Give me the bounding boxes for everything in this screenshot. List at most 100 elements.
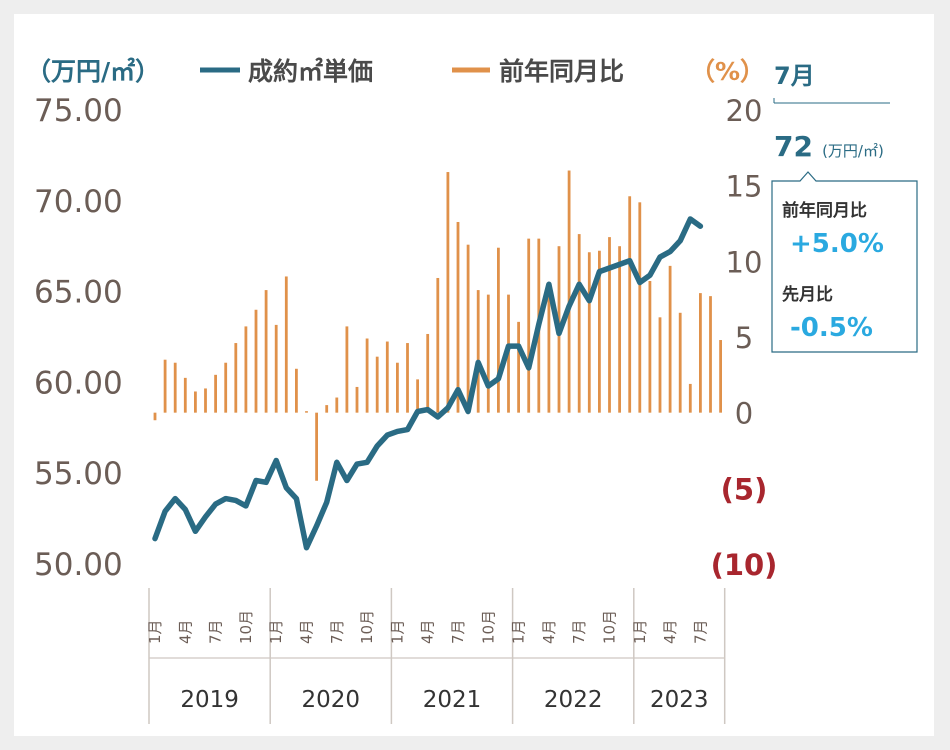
left-axis-label: （万円/㎡） [26, 57, 160, 86]
yoy-bar [587, 252, 591, 413]
month-tick-label: 4月 [540, 619, 558, 644]
left-axis-ticks: 75.00 70.00 65.00 60.00 55.00 50.00 [34, 93, 123, 583]
month-tick-label: 7月 [691, 619, 709, 644]
yoy-bar [517, 321, 520, 413]
yoy-bar [658, 317, 662, 413]
right-axis-ticks: 20 15 10 5 0 (5) (10) [711, 94, 778, 582]
yoy-bar [224, 362, 228, 413]
yoy-bar [668, 265, 672, 413]
yoy-bar [456, 221, 460, 413]
right-tick-label: 20 [726, 94, 763, 128]
price-line-group [152, 216, 704, 551]
month-tick-label: 1月 [146, 619, 164, 644]
yoy-bar [244, 326, 248, 413]
yoy-bar [385, 341, 389, 413]
left-tick-label: 65.00 [34, 275, 123, 311]
yoy-bar [618, 246, 621, 413]
yoy-bar [194, 391, 197, 413]
month-tick-label: 7月 [570, 619, 588, 644]
year-label: 2020 [302, 687, 361, 713]
yoy-bar [699, 293, 702, 413]
yoy-bar [335, 397, 339, 413]
right-tick-label: 15 [726, 170, 763, 204]
callout-mom-value: -0.5% [790, 313, 873, 343]
callout-month: 7月 [774, 62, 815, 90]
left-tick-label: 75.00 [34, 93, 123, 129]
month-tick-label: 4月 [298, 619, 316, 644]
callout-box [771, 171, 918, 353]
callout-mom-label: 先月比 [782, 284, 833, 305]
yoy-bar [416, 379, 419, 413]
yoy-bar [466, 244, 470, 413]
yoy-bar [305, 411, 308, 413]
yoy-bar [254, 309, 258, 413]
yoy-bar [406, 343, 409, 413]
yoy-bar [365, 338, 369, 413]
month-tick-label: 7月 [328, 619, 346, 644]
left-tick-label: 55.00 [34, 456, 123, 492]
yoy-bar [295, 368, 298, 413]
yoy-bar [375, 356, 379, 413]
month-tick-label: 10月 [358, 610, 376, 644]
chart-card: （万円/㎡） 成約㎡単価 前年同月比 （%） 75.00 70.00 65.00 60… [14, 14, 934, 736]
year-label: 2022 [544, 687, 603, 713]
yoy-bar [264, 290, 268, 413]
right-axis-label: （%） [690, 57, 765, 86]
month-tick-label: 1月 [267, 619, 285, 644]
month-tick-label: 10月 [237, 610, 255, 644]
yoy-bar [678, 312, 682, 413]
yoy-bar [608, 237, 611, 413]
yoy-bar [719, 340, 722, 413]
yoy-bar [274, 324, 278, 413]
legend-bar-label: 前年同月比 [499, 57, 624, 86]
yoy-bar [648, 281, 652, 413]
left-tick-label: 70.00 [34, 184, 123, 220]
yoy-bar [284, 276, 288, 413]
year-label: 2019 [180, 687, 239, 713]
month-tick-label: 1月 [388, 619, 406, 644]
yoy-bar [325, 405, 329, 413]
left-tick-label: 60.00 [34, 365, 123, 401]
yoy-bar [163, 359, 167, 413]
yoy-bar [315, 412, 318, 481]
month-tick-label: 7月 [207, 619, 225, 644]
callout-price-line: 72 (万円/㎡) [774, 130, 884, 163]
year-label: 2023 [650, 687, 709, 713]
yoy-bar [183, 377, 187, 413]
yoy-bar [204, 388, 207, 413]
year-label: 2021 [423, 687, 482, 713]
callout-yoy-label: 前年同月比 [782, 200, 867, 221]
callout-yoy-value: +5.0% [790, 229, 884, 259]
callout-price-unit: (万円/㎡) [822, 142, 884, 160]
yoy-bar [446, 172, 450, 413]
callout-price: 72 [774, 130, 813, 163]
yoy-bar [214, 374, 217, 413]
callout: 7月 72 (万円/㎡) 前年同月比 +5.0% 先月比 -0.5% [771, 62, 918, 353]
yoy-bar [355, 386, 359, 413]
yoy-bar [567, 170, 571, 413]
yoy-bar [476, 290, 480, 413]
right-tick-label: 5 [735, 321, 753, 355]
right-tick-label: 10 [726, 245, 763, 279]
right-tick-label: (10) [711, 548, 778, 582]
month-tick-label: 1月 [631, 619, 649, 644]
yoy-bar [234, 343, 238, 413]
month-tick-label: 4月 [176, 619, 194, 644]
yoy-bar [153, 412, 157, 421]
yoy-bar [345, 326, 349, 413]
yoy-bars [153, 170, 722, 481]
x-axis: 1月 4月 7月 10月 1月 4月 7月 10月 1月 4月 7月 10月 1月 4月 7月 10月 1月 4月… [146, 588, 726, 724]
month-tick-label: 4月 [419, 619, 437, 644]
yoy-bar [486, 294, 490, 413]
yoy-bar [527, 238, 531, 413]
yoy-bar [628, 196, 632, 413]
yoy-bar [638, 202, 642, 413]
yoy-bar [598, 250, 601, 413]
chart-svg: （万円/㎡） 成約㎡単価 前年同月比 （%） 75.00 70.00 65.00 60… [26, 57, 918, 724]
month-tick-label: 7月 [449, 619, 467, 644]
yoy-bar [396, 362, 399, 413]
yoy-bar [709, 296, 712, 413]
right-tick-label: 0 [735, 397, 753, 431]
legend-line-label: 成約㎡単価 [248, 57, 373, 86]
price-line [152, 216, 704, 551]
